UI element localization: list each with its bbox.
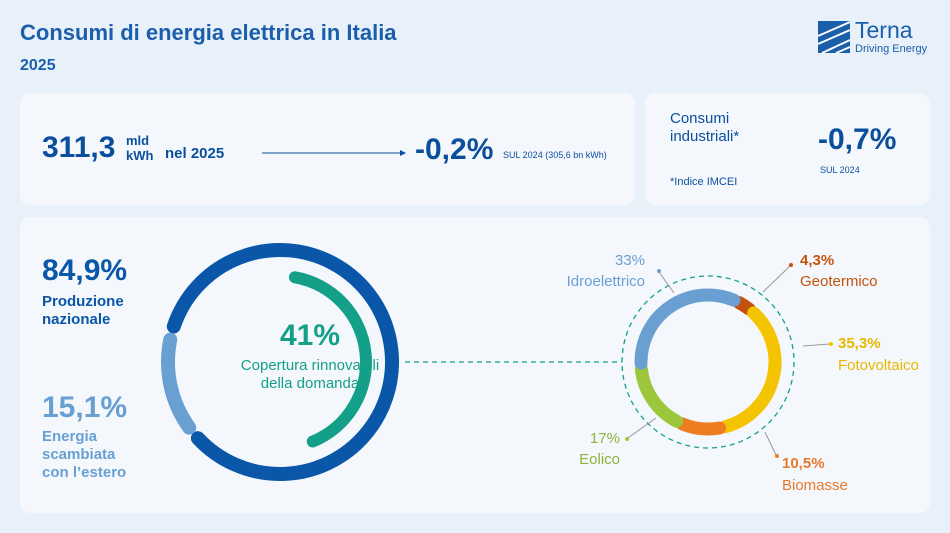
change: -0,7% (818, 123, 897, 156)
arc (675, 417, 727, 436)
mix-label: Fotovoltaico (838, 357, 919, 374)
logo-icon (817, 21, 851, 54)
mix-value: 4,3% (800, 252, 835, 269)
renewables-label: Copertura rinnovabili della domanda (240, 357, 380, 392)
mix-label: Geotermico (800, 273, 878, 290)
mix-value: 33% (614, 252, 645, 269)
dashed-circle (621, 275, 795, 449)
arc (634, 288, 741, 370)
share-value: 15,1% (42, 391, 128, 424)
unit: mld (126, 133, 150, 148)
mix-label: Biomasse (782, 477, 848, 494)
share-label: Produzione nazionale (42, 293, 124, 328)
title: Consumi di energia elettrica in Italia (20, 20, 397, 45)
leaders (627, 265, 831, 456)
arc (166, 243, 399, 481)
note: *Indice IMCEI (670, 176, 738, 188)
mix-label: Idroelettrico (566, 273, 645, 290)
period: nel 2025 (165, 145, 225, 162)
leader-dots (625, 263, 833, 458)
mix-value: 35,3% (838, 335, 881, 352)
arrow-head (400, 150, 406, 156)
mix-label: Eolico (579, 451, 620, 468)
logo-tagline: Driving Energy (855, 43, 928, 55)
logo-text: Terna (855, 17, 913, 43)
total-value: 311,3 (42, 131, 116, 164)
arc (634, 362, 684, 428)
arc (718, 306, 782, 434)
comparison: SUL 2024 (305,6 bn kWh) (503, 150, 607, 160)
share-label: Energia scambiata con l’estero (42, 428, 127, 481)
share-value: 84,9% (42, 254, 128, 287)
card (20, 93, 635, 205)
card (645, 93, 930, 205)
renewables-value: 41% (279, 319, 341, 352)
unit: kWh (126, 148, 154, 163)
change: -0,2% (415, 133, 494, 166)
arc (732, 296, 756, 316)
arc (161, 332, 197, 435)
arc (288, 271, 372, 448)
comparison: SUL 2024 (820, 165, 860, 175)
mix-value: 10,5% (782, 455, 825, 472)
industrial-label: Consumi industriali* (670, 110, 740, 145)
mix-value: 17% (589, 430, 620, 447)
subtitle: 2025 (20, 57, 56, 74)
